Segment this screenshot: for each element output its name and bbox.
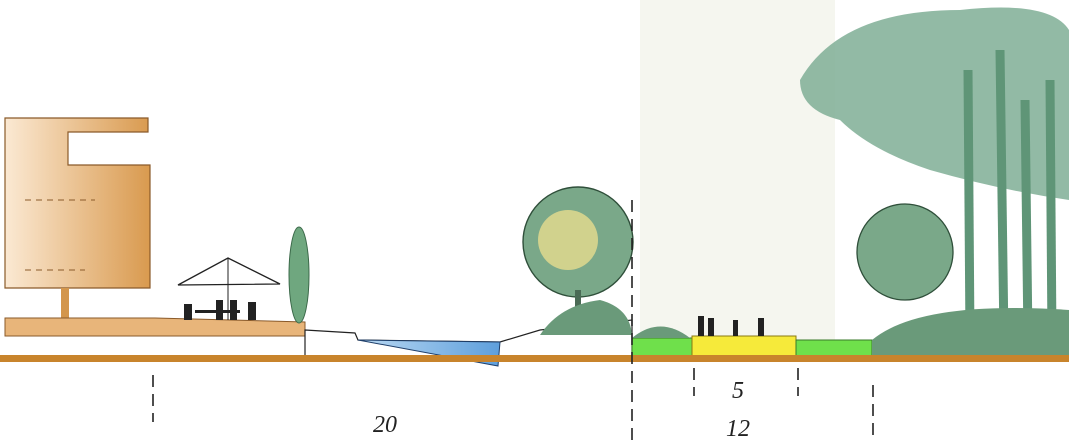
green-strip bbox=[795, 339, 873, 357]
shrubs bbox=[872, 308, 1069, 356]
terrace bbox=[4, 317, 306, 337]
forest-trunks bbox=[963, 49, 1057, 341]
green-strip bbox=[631, 337, 693, 357]
building bbox=[4, 117, 151, 289]
dimension-label: 12 bbox=[726, 416, 750, 442]
people-path bbox=[698, 316, 764, 336]
ground-line bbox=[0, 355, 1069, 362]
background-band bbox=[640, 0, 835, 340]
tree-highlight bbox=[538, 210, 598, 270]
dimension-label: 5 bbox=[732, 378, 744, 404]
umbrella bbox=[177, 257, 281, 286]
tree-crown bbox=[856, 203, 954, 301]
people-terrace bbox=[184, 300, 256, 320]
cypress bbox=[288, 226, 310, 324]
shrubs bbox=[540, 300, 632, 335]
shrubs bbox=[632, 326, 690, 338]
dimension-label: 20 bbox=[373, 412, 397, 438]
path-strip bbox=[691, 335, 797, 357]
pillar bbox=[61, 288, 69, 320]
